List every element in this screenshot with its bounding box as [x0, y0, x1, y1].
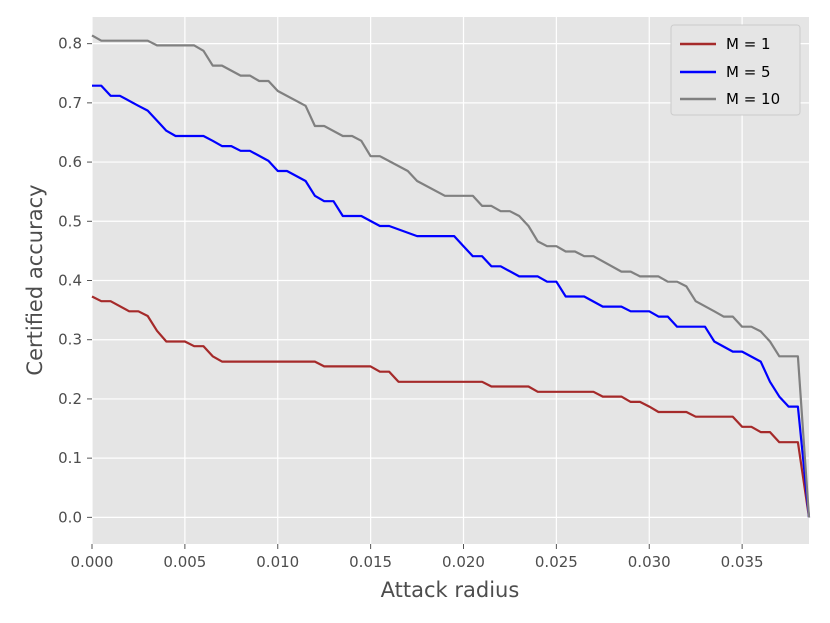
- y-tick-label: 0.5: [58, 212, 82, 230]
- series-layer: [91, 34, 811, 518]
- legend: M = 1 M = 5 M = 10: [670, 24, 801, 116]
- y-tick-label: 0.7: [58, 94, 82, 112]
- x-tick-label: 0.005: [163, 553, 206, 571]
- x-tick-label: 0.035: [721, 553, 764, 571]
- y-tick-label: 0.8: [58, 35, 82, 53]
- x-tick-label: 0.010: [256, 553, 299, 571]
- y-axis-label: Certified accuracy: [23, 184, 47, 375]
- legend-label-m5: M = 5: [726, 63, 771, 81]
- y-axis-ticks: 0.0 0.1 0.2 0.3 0.4 0.5 0.6 0.7 0.8: [58, 35, 92, 526]
- series-line-m5: [92, 84, 811, 518]
- x-tick-label: 0.025: [535, 553, 578, 571]
- series-line-m10: [91, 34, 811, 518]
- y-tick-label: 0.1: [58, 449, 82, 467]
- legend-label-m1: M = 1: [726, 35, 771, 53]
- x-tick-label: 0.030: [628, 553, 671, 571]
- x-tick-label: 0.020: [442, 553, 485, 571]
- legend-label-m10: M = 10: [726, 90, 780, 108]
- y-tick-label: 0.0: [58, 508, 82, 526]
- x-axis-label: Attack radius: [381, 578, 520, 602]
- y-tick-label: 0.4: [58, 272, 82, 290]
- legend-box: [670, 24, 801, 116]
- series-line-m1: [91, 295, 811, 518]
- y-tick-label: 0.2: [58, 390, 82, 408]
- x-axis-ticks: 0.000 0.005 0.010 0.015 0.020 0.025 0.030 0.035: [71, 544, 764, 571]
- x-tick-label: 0.015: [349, 553, 392, 571]
- y-tick-label: 0.6: [58, 153, 82, 171]
- x-tick-label: 0.000: [71, 553, 114, 571]
- y-tick-label: 0.3: [58, 331, 82, 349]
